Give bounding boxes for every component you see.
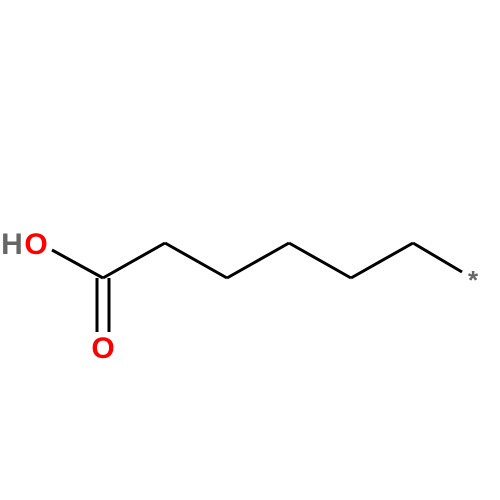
atom-label-O_hydroxyl: O	[24, 228, 47, 261]
bond-single	[52, 250, 103, 278]
atom-label-wildcard: *	[468, 265, 479, 295]
bond-single	[351, 243, 413, 278]
bond-single	[227, 243, 289, 278]
bond-single	[413, 243, 462, 272]
bond-single	[103, 243, 165, 278]
chemical-structure-svg: OHO*	[0, 0, 500, 500]
bond-single	[165, 243, 227, 278]
bond-single	[289, 243, 351, 278]
atom-label-H_hydroxyl: H	[1, 228, 23, 261]
atom-label-O_carbonyl: O	[91, 332, 114, 365]
bonds-group	[52, 243, 462, 332]
atoms-group: OHO*	[1, 228, 479, 365]
